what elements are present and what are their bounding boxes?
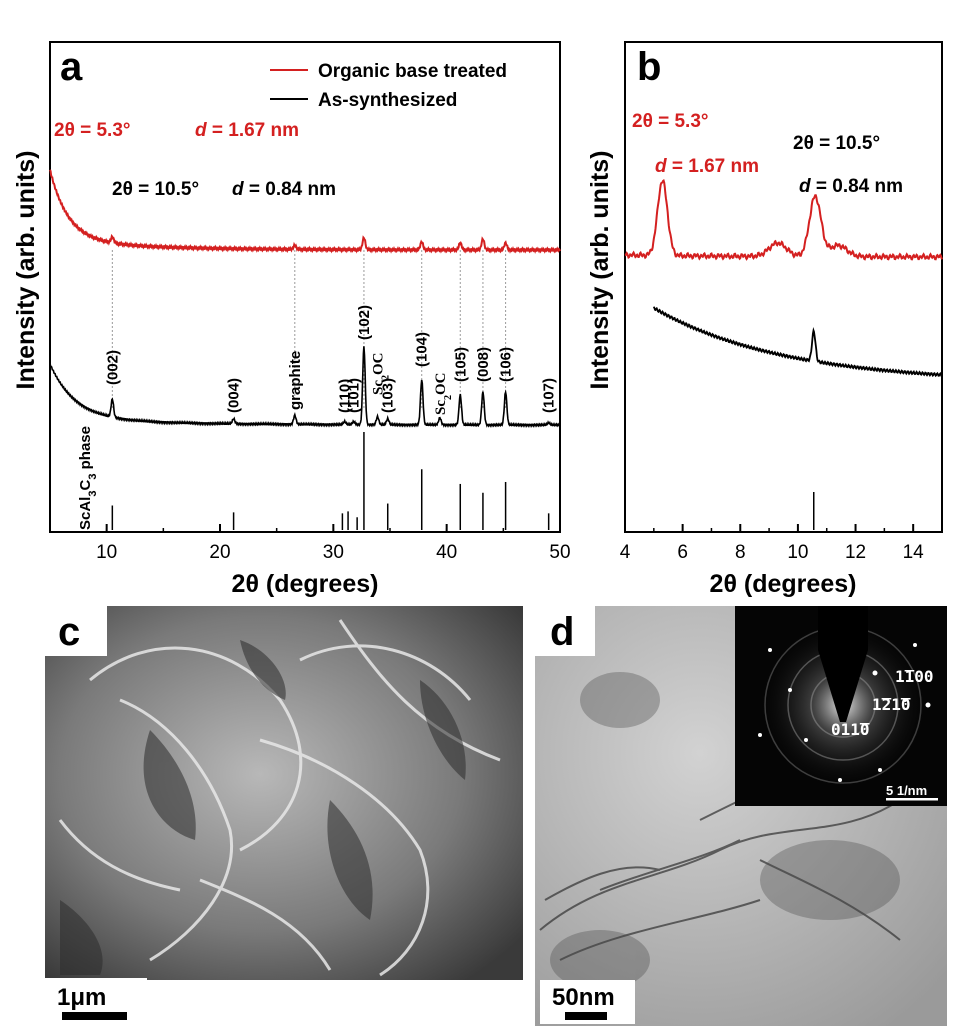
- a-xtick-label-0: 10: [96, 542, 117, 563]
- a-peak-label-5: (102): [356, 305, 373, 340]
- panel-a-y-axis-label: Intensity (arb. units): [12, 151, 40, 390]
- panel-a-treated-curve: [49, 169, 561, 254]
- saed-label-0110: 011̅0: [831, 720, 870, 739]
- a-peak-label-6: Sc2OC: [371, 353, 392, 396]
- panel-a-frame: [49, 41, 561, 533]
- a-peak-label-13: (107): [541, 378, 558, 413]
- panel-d-label: d: [550, 610, 574, 654]
- a-peak-label-1: (004): [226, 378, 243, 413]
- panel-b-y-axis-label: Intensity (arb. units): [586, 151, 614, 390]
- b-xtick-label-2: 8: [735, 542, 746, 563]
- tem-dark-regions: [550, 672, 900, 990]
- panel-c-scale-bar: [62, 1012, 127, 1020]
- a-peak-label-11: (008): [475, 347, 492, 382]
- a-black-peak-2theta: 2θ = 10.5°: [112, 179, 199, 200]
- a-peak-label-9: Sc2OC: [433, 373, 454, 416]
- panel-b-x-axis-label: 2θ (degrees): [710, 570, 857, 598]
- saed-label-1210: 1̅21̅0: [872, 695, 911, 714]
- b-xtick-label-4: 12: [845, 542, 866, 563]
- panel-d-scale-bar: [565, 1012, 607, 1020]
- panel-b-frame: [624, 41, 943, 533]
- panel-c-sem-image: c 1μm: [45, 606, 523, 1022]
- a-black-peak-d: d = 0.84 nm: [232, 179, 336, 200]
- b-xtick-label-3: 10: [787, 542, 808, 563]
- a-xtick-label-2: 30: [323, 542, 344, 563]
- saed-inset: 1̅100 1̅21̅0 011̅0 5 1/nm: [735, 606, 947, 806]
- b-red-d: d = 1.67 nm: [655, 156, 759, 177]
- a-peak-label-2: graphite: [287, 351, 304, 410]
- a-peak-label-8: (104): [414, 332, 431, 367]
- panel-a-x-ticks: 10 20 30 40 50: [49, 524, 571, 563]
- sem-shadows: [60, 640, 466, 975]
- panel-d-tem-image: d 50nm 1̅100 1̅21: [535, 606, 947, 1026]
- b-xtick-label-0: 4: [620, 542, 631, 563]
- b-black-2theta: 2θ = 10.5°: [793, 133, 880, 154]
- panel-a-annotations: 2θ = 5.3° d = 1.67 nm 2θ = 10.5° d = 0.8…: [54, 120, 336, 530]
- saed-scale-label: 5 1/nm: [886, 783, 927, 798]
- panel-a-label: a: [60, 45, 83, 89]
- b-xtick-label-5: 14: [903, 542, 925, 563]
- panel-b-x-ticks: 4 6 8 10 12 14: [620, 524, 943, 563]
- saed-scale-bar: [886, 798, 938, 801]
- panel-b-synthesized-curve: [652, 306, 943, 378]
- panel-b-treated-curve: [624, 179, 943, 261]
- panel-a-legend: Organic base treated As-synthesized: [270, 61, 507, 111]
- panel-b: b 4 6 8 10 12 14 2θ = 5.3° d = 1.67 nm 2θ = 1…: [586, 41, 943, 598]
- saed-label-1100: 1̅100: [895, 667, 934, 686]
- sem-background: [45, 606, 523, 980]
- legend-treated-label: Organic base treated: [318, 61, 507, 82]
- a-peak-label-7: (103): [380, 378, 397, 413]
- panel-b-label: b: [637, 45, 661, 89]
- saed-spots: [758, 643, 931, 782]
- panel-a-synthesized-curve: [49, 346, 561, 428]
- b-black-d: d = 0.84 nm: [799, 176, 903, 197]
- sem-flakes: [58, 619, 501, 977]
- a-peak-label-0: (002): [104, 350, 121, 385]
- panel-a: a (002) (004) graphite (110)(101) (102) Sc2OC…: [12, 41, 571, 598]
- panel-a-peak-labels: (002)(004) graphite (110)(101)(102)Sc2OC(1…: [104, 305, 557, 415]
- a-xtick-label-3: 40: [436, 542, 457, 563]
- a-phase-label: ScAl3C3 phase: [77, 426, 99, 530]
- b-xtick-label-1: 6: [677, 542, 688, 563]
- panel-c-scale-label: 1μm: [57, 984, 106, 1011]
- a-xtick-label-1: 20: [209, 542, 230, 563]
- a-peak-label-4: (101): [346, 378, 363, 413]
- a-peak-label-10: (105): [452, 347, 469, 382]
- a-peak-label-12: (106): [498, 347, 515, 382]
- panel-d-label-bg: [535, 606, 595, 656]
- panel-c-label: c: [58, 610, 80, 654]
- legend-synth-label: As-synthesized: [318, 90, 457, 111]
- a-peak-label-3: (110): [337, 379, 354, 413]
- panel-a-reference-bars: [111, 432, 550, 530]
- a-red-peak-d: d = 1.67 nm: [195, 120, 299, 141]
- panel-a-x-axis-label: 2θ (degrees): [232, 570, 379, 598]
- panel-c-label-bg: [45, 606, 107, 656]
- a-red-peak-2theta: 2θ = 5.3°: [54, 120, 131, 141]
- panel-d-scale-label: 50nm: [552, 984, 615, 1011]
- panel-b-annotations: 2θ = 5.3° d = 1.67 nm 2θ = 10.5° d = 0.8…: [632, 111, 903, 197]
- a-xtick-label-4: 50: [549, 542, 570, 563]
- saed-beam-stop: [818, 606, 868, 722]
- b-red-2theta: 2θ = 5.3°: [632, 111, 709, 132]
